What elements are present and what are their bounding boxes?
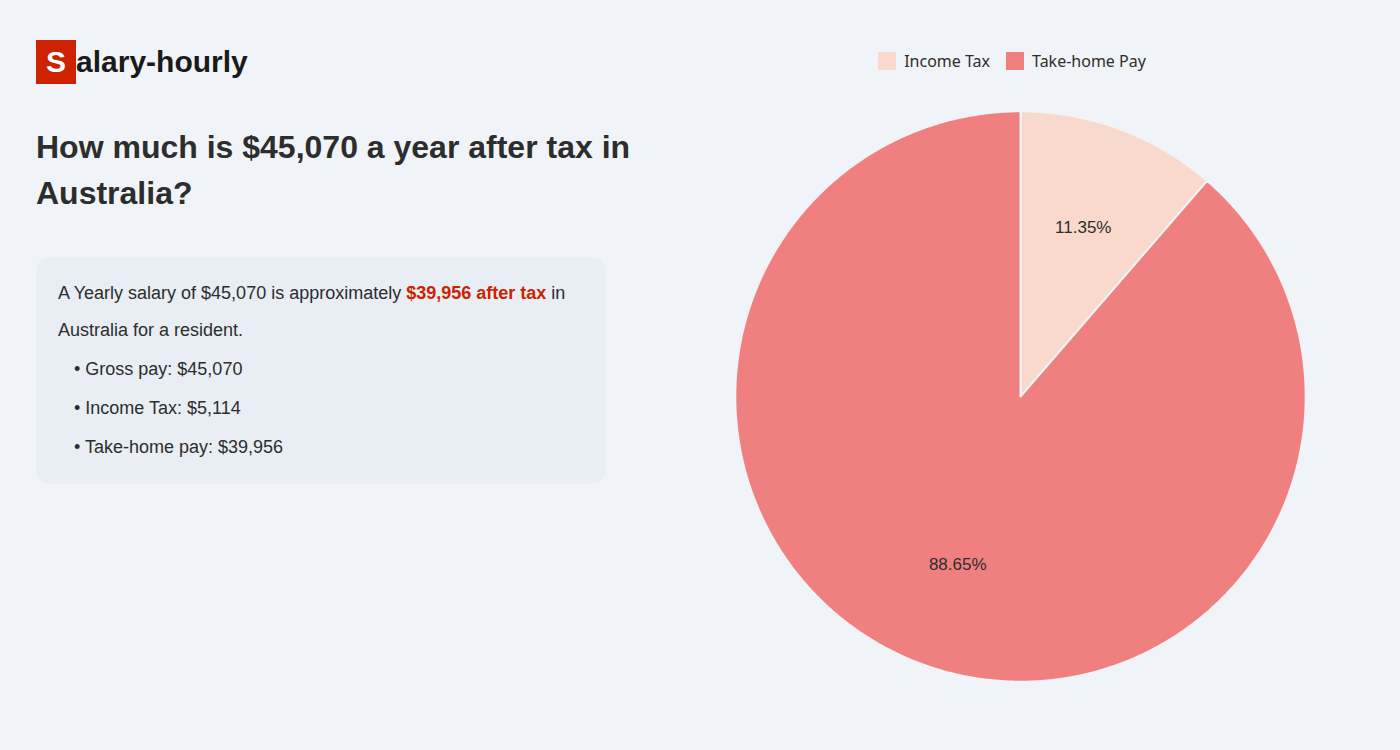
svg-text:88.65%: 88.65% bbox=[929, 555, 987, 574]
html-text:How much is $45,070 a year aft: How much is $45,070 a year after tax in … bbox=[36, 129, 631, 212]
html-text:S alary-hourly: S alary-hourly bbox=[46, 45, 248, 78]
html-text:• Income Tax: $5,114: • Income Tax: $5,114 bbox=[74, 397, 241, 418]
html-text:• Gross pay: $45,070: • Gross pay: $45,070 bbox=[74, 358, 243, 379]
html-text:Australia for a resident.: Australia for a resident. bbox=[58, 319, 244, 340]
html-text:Take-home Pay: Take-home Pay bbox=[1032, 50, 1146, 72]
html-text:Income Tax: Income Tax bbox=[904, 50, 990, 72]
html-text:• Take-home pay: $39,956: • Take-home pay: $39,956 bbox=[74, 436, 284, 457]
html-text:A Yearly salary of $45,070 is: A Yearly salary of $45,070 is approximat… bbox=[58, 282, 566, 303]
svg-text:11.35%: 11.35% bbox=[1055, 218, 1111, 237]
